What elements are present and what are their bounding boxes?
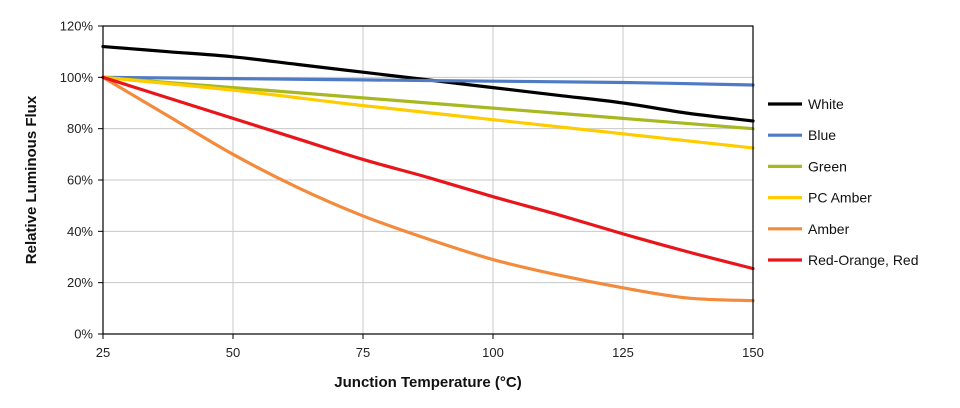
series-line-pc-amber [101, 75, 755, 150]
legend-label-green: Green [808, 158, 847, 174]
legend-label-red-orange-red: Red-Orange, Red [808, 252, 919, 268]
y-tick-label: 100% [60, 70, 94, 85]
y-tick-label: 120% [60, 19, 94, 34]
series-line-blue [101, 75, 755, 87]
y-tick-label: 40% [67, 224, 93, 239]
y-tick-label: 0% [74, 327, 93, 342]
y-tick-label: 60% [67, 173, 93, 188]
series-line-red-orange-red [101, 75, 755, 271]
y-axis-title: Relative Luminous Flux [23, 95, 40, 264]
series-line-green [101, 75, 755, 131]
legend-label-amber: Amber [808, 221, 850, 237]
y-tick-label: 20% [67, 275, 93, 290]
legend-label-pc-amber: PC Amber [808, 190, 872, 206]
legend: White Blue Green PC Amber Amber Red-Orange, R… [768, 96, 919, 268]
legend-label-white: White [808, 96, 844, 112]
series-lines [101, 44, 755, 303]
x-tick-label: 50 [226, 345, 240, 360]
x-axis-ticks: 25 50 75 100 125 150 [96, 334, 764, 360]
gridlines [102, 25, 754, 335]
x-tick-label: 150 [742, 345, 764, 360]
legend-label-blue: Blue [808, 127, 836, 143]
x-tick-label: 125 [612, 345, 634, 360]
series-line-amber [101, 75, 755, 303]
x-axis-title: Junction Temperature (°C) [334, 374, 521, 391]
y-axis-ticks: 0% 20% 40% 60% 80% 100% 120% [60, 19, 103, 342]
x-tick-label: 25 [96, 345, 110, 360]
x-tick-label: 75 [356, 345, 370, 360]
x-tick-label: 100 [482, 345, 504, 360]
y-tick-label: 80% [67, 121, 93, 136]
